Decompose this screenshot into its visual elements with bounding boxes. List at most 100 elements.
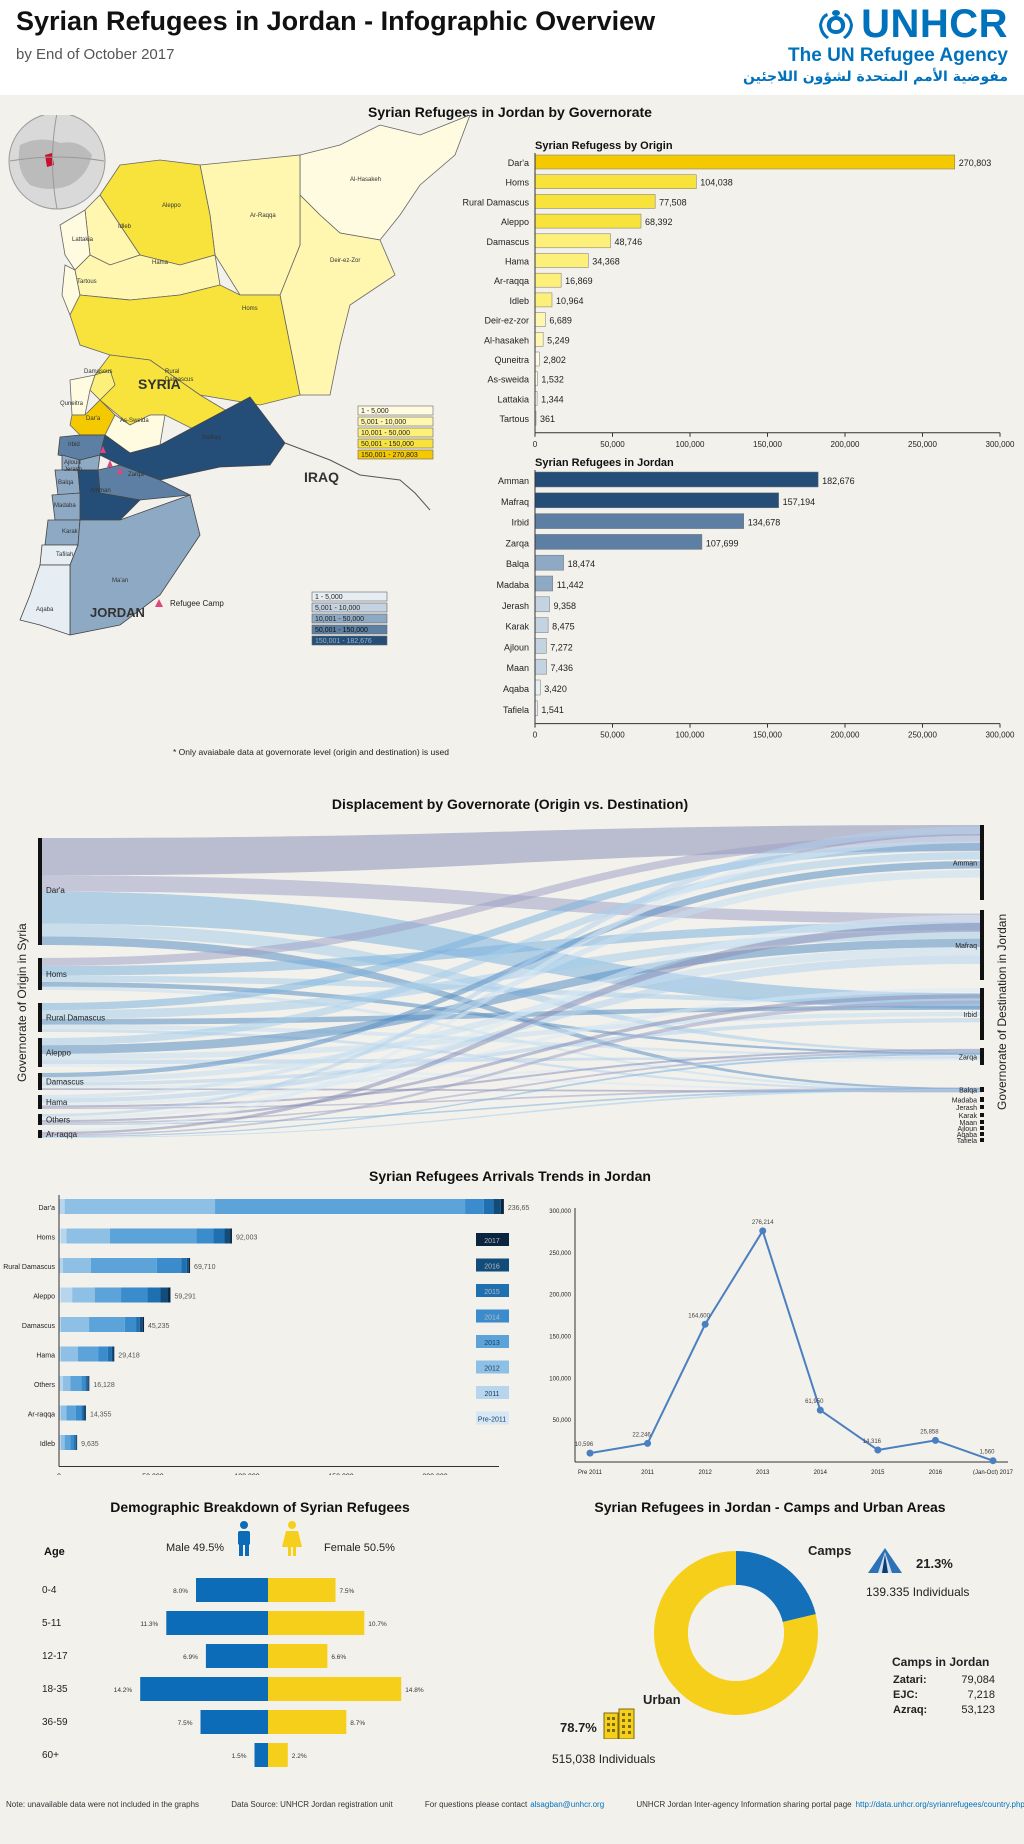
arrivals-legend-label: 2014	[484, 1315, 500, 1322]
arrivals-segment	[109, 1228, 197, 1244]
sankey-destination-node	[980, 988, 984, 1040]
jordan-value-label: 9,358	[554, 601, 577, 611]
arrivals-segment	[156, 1258, 182, 1273]
map-label-dara: Dar'a	[86, 416, 101, 422]
sankey-origin-label: Damascus	[46, 1078, 84, 1087]
sankey-origin-label: Dar'a	[46, 886, 65, 895]
pyramid-female-label: 2.2%	[292, 1753, 307, 1760]
camp-value-azraq: 53,123	[961, 1704, 995, 1716]
arrivals-segment	[224, 1228, 231, 1244]
arrivals-segment	[59, 1435, 61, 1450]
arrivals-total-label: 14,355	[90, 1412, 112, 1419]
jordan-category-label: Jerash	[502, 601, 529, 611]
arrivals-segment	[136, 1317, 140, 1332]
jordan-category-label: Tafiela	[503, 705, 529, 715]
sankey-destination-node	[980, 1126, 984, 1130]
sankey-flow	[40, 994, 982, 1123]
map-label-tartous: Tartous	[77, 279, 97, 285]
governorate-map: Al-Hasakeh Aleppo Ar-Raqqa Idleb Lattaki…	[8, 115, 471, 646]
syria-legend-1: 1 - 5,000	[361, 408, 389, 415]
syria-legend-2: 5,001 - 10,000	[361, 419, 406, 426]
sankey-origin-label: Ar-raqqa	[46, 1130, 78, 1139]
sankey-origin-node	[38, 1073, 42, 1090]
jordan-category-label: Ajloun	[504, 642, 529, 652]
footer-portal-link[interactable]: http://data.unhcr.org/syrianrefugees/cou…	[855, 1800, 1024, 1809]
footer-portal-text: UNHCR Jordan Inter-agency Information sh…	[636, 1800, 852, 1809]
pyramid-female-label: 6.6%	[331, 1654, 346, 1661]
donut-label-urban: Urban	[643, 1692, 681, 1707]
sankey-flow	[40, 947, 982, 1083]
map-label-aqaba: Aqaba	[36, 607, 54, 613]
footer-source: Data Source: UNHCR Jordan registration u…	[231, 1800, 393, 1809]
map-label-tafilah: Tafilah	[56, 552, 73, 558]
arrivals-segment	[196, 1228, 214, 1244]
urban-individuals: 515,038 Individuals	[552, 1752, 656, 1766]
origin-category-label: As-sweida	[487, 375, 529, 385]
arrivals-segment	[60, 1435, 65, 1450]
line-x-tick-label: 2014	[814, 1470, 828, 1475]
jordan-bar	[534, 658, 547, 675]
line-y-tick-label: 200,000	[549, 1293, 571, 1299]
origin-category-label: Lattakia	[497, 394, 529, 404]
arrivals-segment	[483, 1199, 494, 1214]
arrivals-segment	[83, 1405, 86, 1421]
female-icon-leg	[293, 1547, 296, 1556]
origin-value-label: 270,803	[959, 158, 992, 168]
line-point-label: 1,560	[979, 1450, 995, 1456]
arrivals-category-label: Ar-raqqa	[28, 1412, 55, 1419]
origin-tick-label: 0	[533, 440, 538, 449]
arrivals-segment	[62, 1376, 71, 1391]
arrivals-line-chart: 50,000 100,000 150,000 200,000 250,000 300,00…	[549, 1208, 1014, 1475]
footer-contact: For questions please contact alsagban@unh…	[425, 1800, 604, 1809]
female-icon-dress	[282, 1531, 302, 1547]
sankey-flow	[40, 1087, 982, 1109]
sankey-flow	[40, 843, 982, 1011]
pyramid-female-bar	[268, 1578, 336, 1602]
pyramid-age-label: 0-4	[42, 1585, 57, 1596]
map-label-lattakia: Lattakia	[72, 237, 94, 243]
map-label-quneitra: Quneitra	[60, 401, 84, 407]
page-title: Syrian Refugees in Jordan - Infographic …	[16, 6, 656, 36]
sankey-flow	[40, 938, 982, 1054]
arrivals-legend-label: 2013	[484, 1340, 500, 1347]
footer-portal: UNHCR Jordan Inter-agency Information sh…	[636, 1800, 1024, 1809]
arrivals-segment	[147, 1287, 161, 1303]
pyramid-female-label: 7.5%	[340, 1588, 355, 1595]
arrivals-legend-swatch	[476, 1335, 509, 1348]
arrivals-segment	[74, 1435, 76, 1450]
map-label-karak: Karak	[62, 529, 79, 535]
origin-bar	[534, 213, 642, 229]
footer-email-link[interactable]: alsagban@unhcr.org	[530, 1800, 605, 1809]
sankey-destination-label: Amman	[953, 861, 977, 868]
pyramid-male-bar	[254, 1743, 268, 1767]
line-point	[816, 1406, 824, 1414]
female-icon-leg	[288, 1547, 291, 1556]
arrivals-legend-swatch	[476, 1360, 509, 1374]
pyramid-male-bar	[196, 1578, 268, 1602]
arrivals-segment	[493, 1199, 501, 1214]
pyramid-male-bar	[140, 1677, 268, 1701]
sankey-flow	[40, 825, 982, 876]
jordan-category-label: Mafraq	[501, 497, 529, 507]
jordan-bar	[534, 534, 703, 550]
map-label-madaba: Madaba	[54, 503, 76, 509]
pyramid-female-bar	[268, 1743, 288, 1767]
origin-bar	[534, 194, 656, 209]
sankey-destination-label: Karak	[959, 1113, 978, 1120]
origin-value-label: 34,368	[592, 257, 620, 267]
map-label-amman: Amman	[90, 488, 111, 494]
origin-tick-label: 200,000	[831, 440, 860, 449]
unhcr-logo-arabic: مفوضية الأمم المتحدة لشؤون اللاجئين	[743, 69, 1008, 85]
line-point-label: 22,246	[632, 1432, 651, 1438]
arrivals-segment	[81, 1405, 84, 1421]
map-label-rural-damascus: Damascus	[165, 377, 193, 383]
origin-value-label: 1,532	[541, 375, 564, 385]
footer-questions: For questions please contact	[424, 1800, 528, 1809]
donut-label-camps: Camps	[808, 1543, 852, 1558]
line-x-tick-label: 2013	[756, 1470, 770, 1475]
jordan-tick-label: 50,000	[600, 731, 625, 740]
arrivals-legend-label: 2011	[484, 1391, 499, 1398]
jordan-legend-4: 50,001 - 150,000	[315, 627, 368, 634]
pyramid-male-bar	[166, 1611, 268, 1635]
sankey-origin-node	[38, 958, 42, 990]
